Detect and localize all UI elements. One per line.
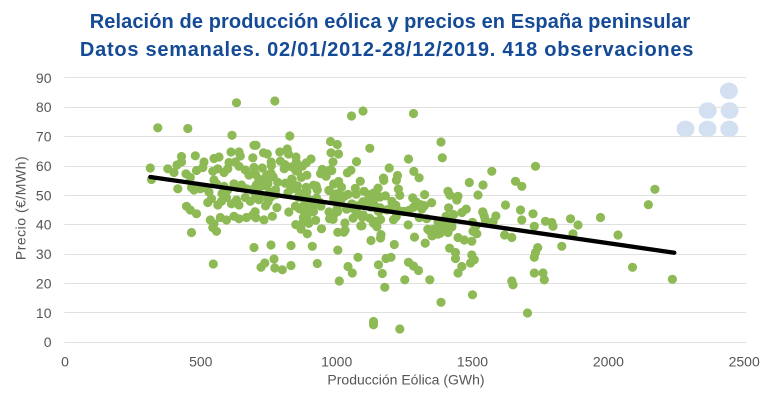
svg-text:20: 20	[36, 276, 52, 292]
svg-text:10: 10	[36, 305, 52, 321]
svg-text:90: 90	[36, 70, 52, 86]
svg-text:Producción Eólica (GWh): Producción Eólica (GWh)	[327, 372, 484, 388]
svg-text:40: 40	[36, 217, 52, 233]
svg-text:60: 60	[36, 158, 52, 174]
svg-text:Datos semanales. 02/01/2012-28: Datos semanales. 02/01/2012-28/12/2019. …	[80, 39, 694, 61]
svg-text:1500: 1500	[457, 354, 488, 370]
svg-text:70: 70	[36, 129, 52, 145]
svg-text:Relación de producción eólica: Relación de producción eólica y precios …	[90, 11, 691, 33]
svg-text:80: 80	[36, 99, 52, 115]
svg-text:50: 50	[36, 187, 52, 203]
svg-text:0: 0	[44, 334, 52, 350]
svg-text:0: 0	[61, 354, 69, 370]
svg-text:2000: 2000	[593, 354, 624, 370]
svg-text:500: 500	[189, 354, 213, 370]
svg-text:30: 30	[36, 246, 52, 262]
svg-text:Precio (€/MWh): Precio (€/MWh)	[13, 156, 29, 260]
svg-text:1000: 1000	[321, 354, 352, 370]
svg-text:2500: 2500	[729, 354, 760, 370]
